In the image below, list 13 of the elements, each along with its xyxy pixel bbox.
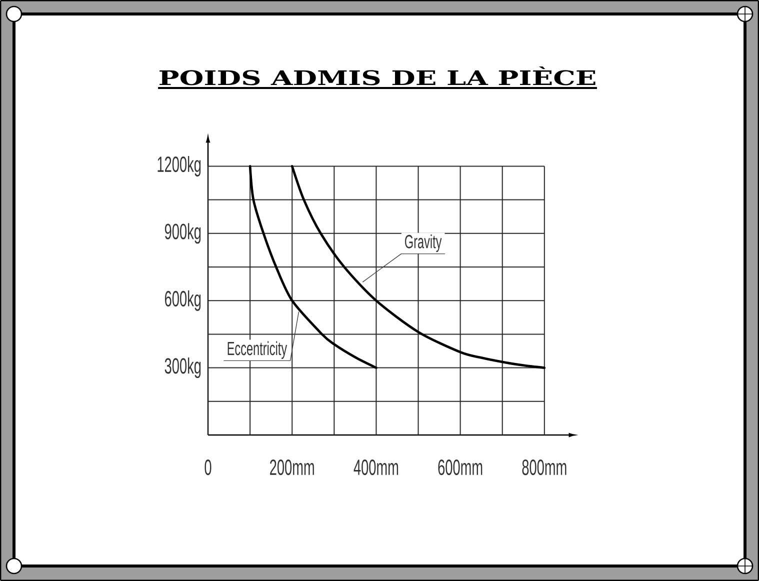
chart-title: POIDS ADMIS DE LA PIÈCE <box>160 66 596 86</box>
x-tick-label: 200mm <box>270 460 314 476</box>
text: Gravity <box>405 234 442 252</box>
x-tick-label: 600mm <box>438 460 482 476</box>
line-series <box>290 165 546 370</box>
x-tick-label: 0 <box>204 460 212 476</box>
y-tick-label: 900kg <box>164 223 201 244</box>
x-tick-label: 400mm <box>354 460 398 476</box>
y-tick-label: 600kg <box>164 290 201 311</box>
y-tick-label: 300kg <box>164 358 201 378</box>
y-tick-label: 1200kg <box>158 156 201 176</box>
x-tick-label: 800mm <box>522 460 566 476</box>
series-label: Eccentricity <box>228 341 288 359</box>
